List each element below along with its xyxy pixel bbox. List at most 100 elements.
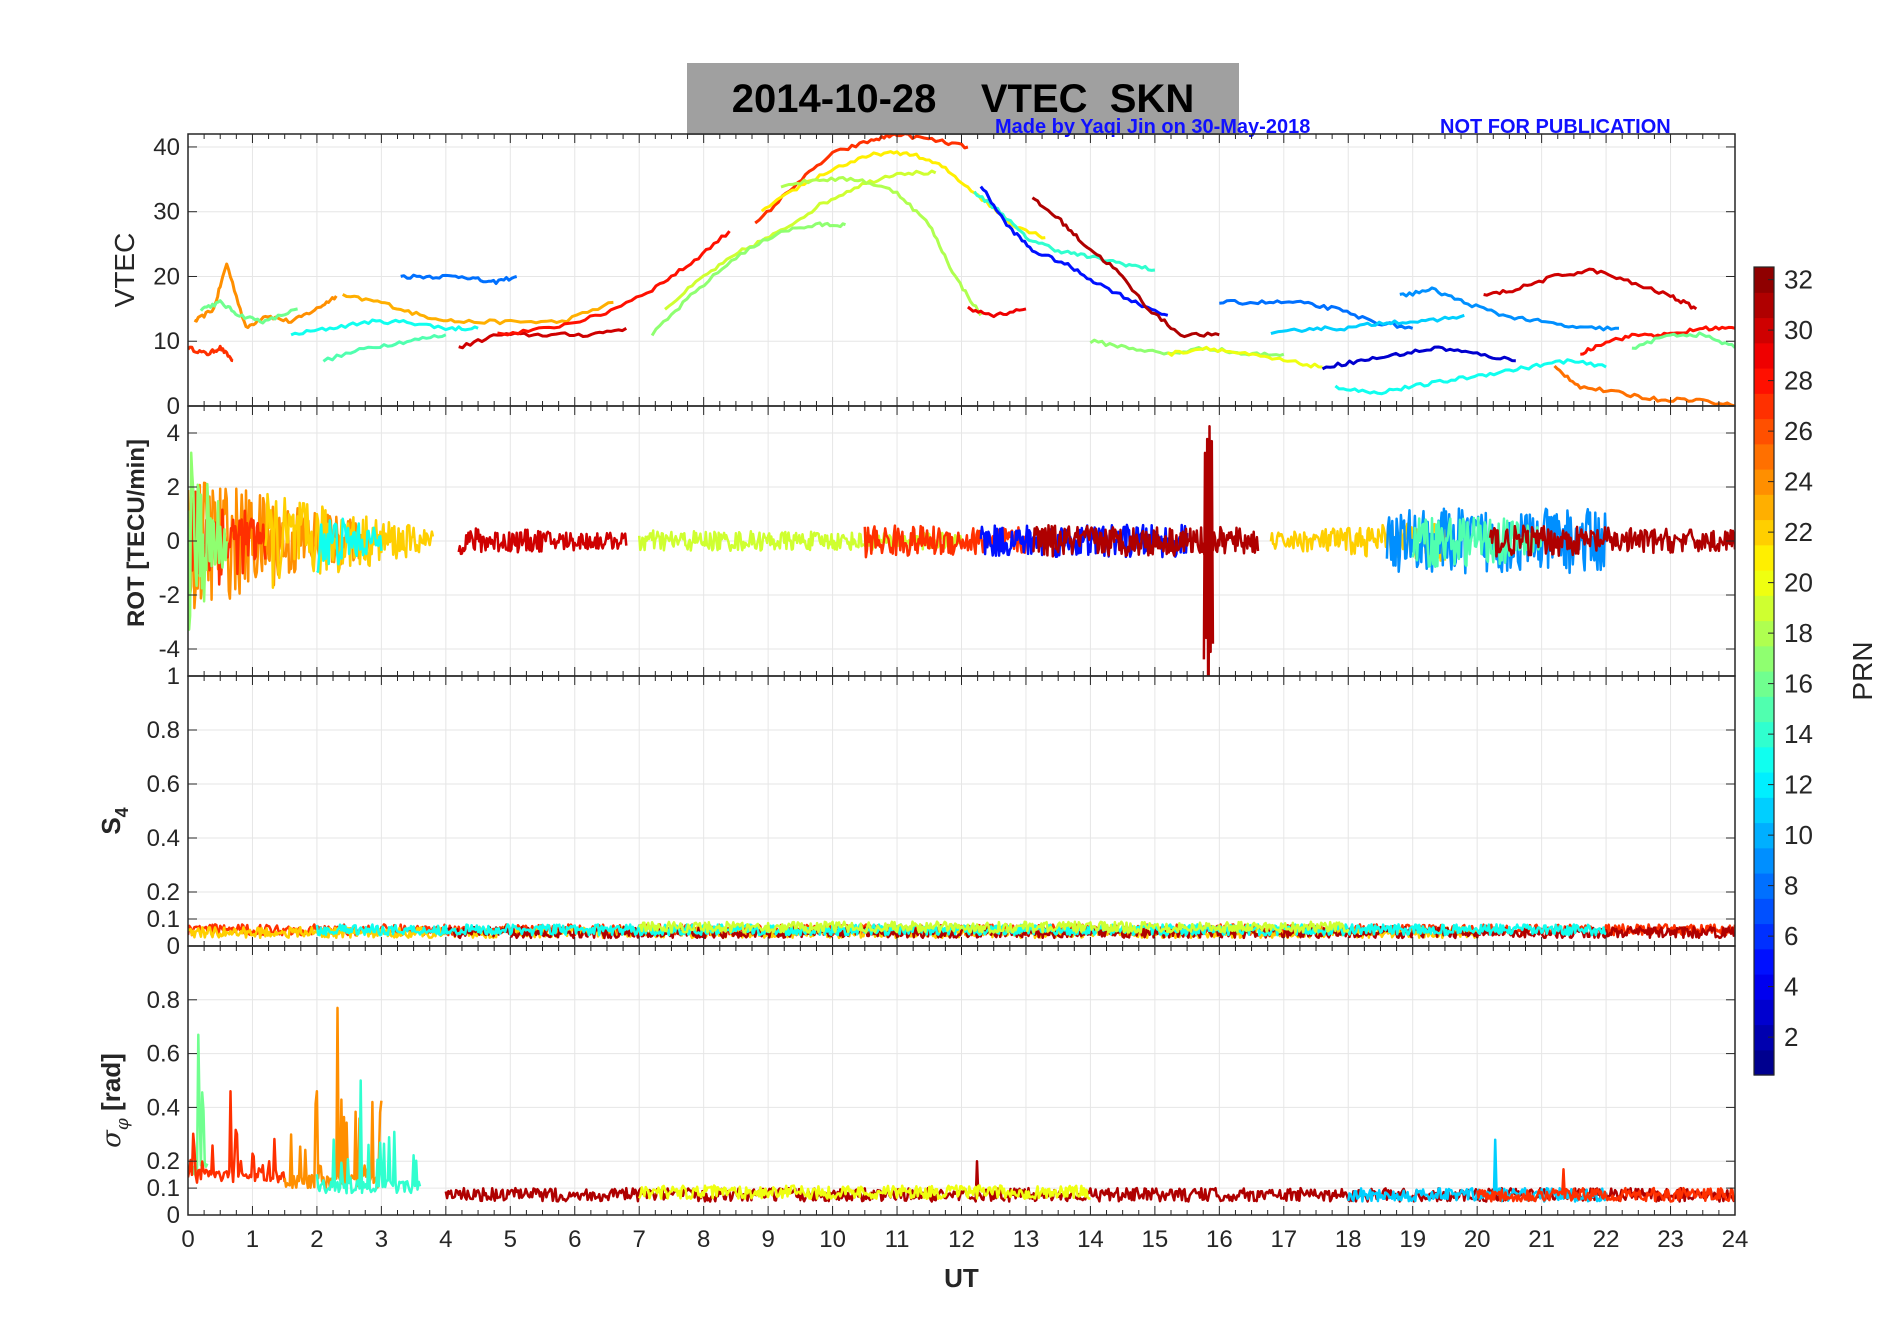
- series-line-prn-31: [1488, 524, 1735, 558]
- y-tick-label: 0.8: [147, 717, 180, 744]
- colorbar-tick-label: 18: [1784, 618, 1813, 648]
- colorbar-segment: [1754, 797, 1774, 824]
- colorbar-segment: [1754, 772, 1774, 798]
- series-line-prn-8: [1219, 299, 1414, 330]
- colorbar-segment: [1754, 443, 1774, 470]
- y-tick-label: 20: [153, 263, 180, 290]
- series-line-prn-21: [760, 150, 1046, 240]
- colorbar-segment: [1754, 544, 1774, 571]
- colorbar-segment: [1754, 494, 1774, 521]
- x-tick-label: 13: [1013, 1226, 1040, 1253]
- series-line-prn-31: [1031, 196, 1220, 339]
- series-line-prn-30: [1483, 267, 1698, 311]
- series-line-prn-31: [1202, 424, 1215, 676]
- series-line-prn-19: [637, 529, 963, 552]
- y-tick-label: -4: [159, 636, 180, 663]
- y-axis-label: VTEC: [109, 233, 140, 308]
- series-line-prn-29: [966, 305, 1027, 319]
- y-axis-label: σφ [rad]: [96, 1053, 133, 1148]
- colorbar-segment: [1754, 923, 1774, 950]
- series-line-prn-8: [400, 273, 518, 285]
- y-tick-label: 0.8: [147, 987, 180, 1014]
- chart-title: 2014-10-28 VTEC SKN: [731, 77, 1195, 121]
- colorbar-tick-label: 26: [1784, 416, 1813, 446]
- colorbar-segment: [1754, 620, 1774, 647]
- y-tick-label: 30: [153, 199, 180, 226]
- series-group: [188, 1006, 1735, 1203]
- y-axis-label: ROT [TECU/min]: [123, 439, 150, 627]
- series-line-prn-13: [1334, 358, 1607, 396]
- colorbar-segment: [1754, 469, 1774, 495]
- y-tick-label: 10: [153, 328, 180, 355]
- y-tick-label: 0: [167, 393, 180, 420]
- x-tick-label: 12: [948, 1226, 975, 1253]
- series-line-prn-5: [979, 185, 1169, 317]
- series-line-prn-9: [1399, 286, 1619, 332]
- series-line-prn-27: [188, 344, 234, 363]
- series-line-prn-24: [193, 262, 338, 330]
- x-tick-label: 4: [439, 1226, 452, 1253]
- y-tick-label: 0: [167, 528, 180, 555]
- x-tick-label: 7: [633, 1226, 646, 1253]
- series-group: [188, 134, 1735, 406]
- colorbar-tick-label: 12: [1784, 770, 1813, 800]
- series-line-prn-13: [316, 517, 383, 573]
- colorbar-segment: [1754, 317, 1774, 344]
- y-tick-label: 0.1: [147, 1175, 180, 1202]
- colorbar-segment: [1754, 847, 1774, 874]
- colorbar-tick-label: 22: [1784, 517, 1813, 547]
- credit-notice: NOT FOR PUBLICATION: [1440, 116, 1671, 138]
- colorbar-segment: [1754, 822, 1774, 849]
- series-line-prn-16: [1631, 331, 1735, 350]
- series-line-prn-16: [199, 299, 298, 325]
- x-tick-label: 6: [568, 1226, 581, 1253]
- colorbar-segment: [1754, 671, 1774, 697]
- y-tick-label: 0.6: [147, 1041, 180, 1068]
- colorbar-tick-label: 6: [1784, 921, 1798, 951]
- colorbar-segment: [1754, 418, 1774, 445]
- colorbar-tick-label: 30: [1784, 315, 1813, 345]
- series-group: [188, 424, 1735, 676]
- x-tick-label: 18: [1335, 1226, 1362, 1253]
- colorbar-segment: [1754, 645, 1774, 672]
- colorbar-tick-label: 24: [1784, 467, 1813, 497]
- series-line-prn-13: [290, 318, 479, 337]
- x-tick-label: 0: [181, 1226, 194, 1253]
- colorbar-segment: [1754, 948, 1774, 975]
- series-line-prn-23: [341, 293, 614, 326]
- x-tick-label: 23: [1657, 1226, 1684, 1253]
- y-tick-label: 0: [167, 1202, 180, 1229]
- x-tick-label: 14: [1077, 1226, 1104, 1253]
- colorbar-segment: [1754, 1024, 1774, 1051]
- series-line-prn-19: [638, 920, 1350, 934]
- colorbar-segment: [1754, 292, 1774, 319]
- series-line-prn-15: [322, 333, 447, 363]
- series-line-prn-17: [650, 221, 846, 337]
- series-line-prn-19: [664, 169, 937, 311]
- y-tick-label: -2: [159, 582, 180, 609]
- colorbar-segment: [1754, 746, 1774, 773]
- x-tick-label: 17: [1270, 1226, 1297, 1253]
- colorbar-segment: [1754, 898, 1774, 925]
- colorbar-tick-label: 14: [1784, 719, 1813, 749]
- colorbar-tick-label: 8: [1784, 871, 1798, 901]
- series-line-prn-27: [188, 1090, 286, 1184]
- series-group: [188, 920, 1735, 940]
- colorbar-segment: [1754, 696, 1774, 723]
- y-tick-label: 0.2: [147, 1148, 180, 1175]
- x-tick-label: 3: [375, 1226, 388, 1253]
- series-line-prn-31: [1032, 523, 1260, 558]
- colorbar-frame: [1753, 266, 1775, 1076]
- colorbar-segment: [1754, 974, 1774, 1000]
- panel-S4: 00.10.2 0.4 0.6 0.8 1 S4: [96, 663, 1736, 960]
- y-tick-label: 0: [167, 933, 180, 960]
- series-line-prn-27: [754, 134, 969, 225]
- x-tick-label: 9: [761, 1226, 774, 1253]
- colorbar-tick-label: 32: [1784, 265, 1813, 295]
- x-tick-label: 15: [1142, 1226, 1169, 1253]
- y-tick-label: 0.4: [147, 1094, 180, 1121]
- x-tick-label: 19: [1399, 1226, 1426, 1253]
- y-tick-label: 0.4: [147, 825, 180, 852]
